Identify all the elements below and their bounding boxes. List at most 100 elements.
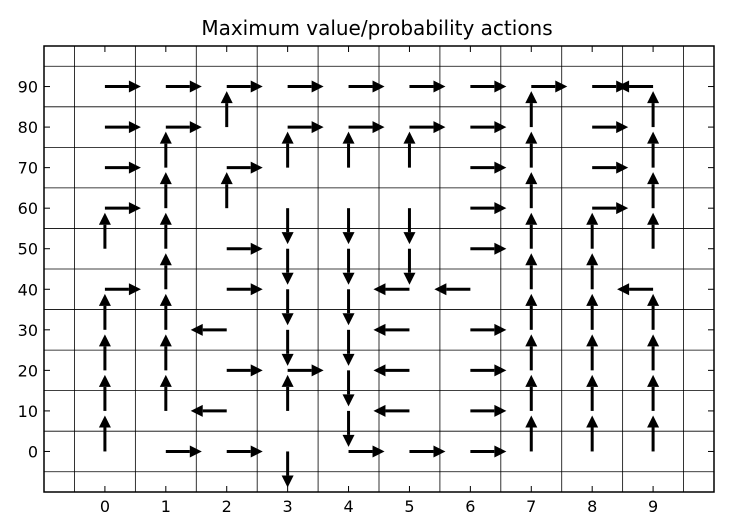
- arrow-down: [342, 329, 355, 366]
- arrow-up: [647, 293, 660, 330]
- arrow-head: [525, 91, 538, 104]
- y-tick-label: 30: [18, 321, 38, 340]
- arrow-head: [128, 202, 141, 215]
- arrow-head: [525, 293, 538, 306]
- arrow-head: [617, 80, 630, 93]
- arrow-up: [98, 293, 111, 330]
- arrow-up: [159, 374, 172, 411]
- arrow-right: [592, 202, 629, 215]
- arrow-down: [403, 248, 416, 285]
- y-tick-label: 90: [18, 78, 38, 97]
- arrow-right: [287, 80, 324, 93]
- arrow-head: [189, 80, 202, 93]
- grid-lines: [44, 46, 714, 492]
- arrow-head: [403, 232, 416, 245]
- arrow-head: [647, 334, 660, 347]
- arrow-up: [647, 374, 660, 411]
- y-tick-label: 40: [18, 280, 38, 299]
- arrow-up: [159, 131, 172, 168]
- arrow-right: [165, 445, 202, 458]
- arrow-head: [159, 334, 172, 347]
- x-tick-label: 6: [465, 497, 475, 516]
- arrow-head: [190, 323, 203, 336]
- arrow-right: [470, 364, 507, 377]
- x-tick-label: 3: [283, 497, 293, 516]
- arrow-right: [409, 445, 446, 458]
- arrow-head: [525, 374, 538, 387]
- arrow-right: [226, 80, 263, 93]
- arrow-up: [586, 415, 599, 452]
- arrow-field: [98, 80, 660, 488]
- arrow-right: [287, 121, 324, 134]
- arrow-right: [470, 323, 507, 336]
- arrow-right: [348, 80, 385, 93]
- arrow-head: [494, 445, 507, 458]
- arrow-up: [98, 334, 111, 371]
- arrow-up: [525, 212, 538, 249]
- x-axis-ticks: 0 1 2 3 4 5 6 7 8 9: [100, 46, 658, 516]
- x-tick-label: 8: [587, 497, 597, 516]
- arrow-head: [494, 404, 507, 417]
- arrow-right: [470, 404, 507, 417]
- arrow-head: [586, 374, 599, 387]
- x-tick-label: 9: [648, 497, 658, 516]
- arrow-head: [98, 334, 111, 347]
- arrow-head: [647, 374, 660, 387]
- arrow-right: [226, 445, 263, 458]
- arrow-up: [525, 334, 538, 371]
- arrow-head: [281, 272, 294, 285]
- arrow-left: [434, 283, 471, 296]
- arrow-head: [220, 172, 233, 185]
- chart-title: Maximum value/probability actions: [201, 16, 552, 40]
- arrow-head: [647, 91, 660, 104]
- arrow-head: [373, 364, 386, 377]
- arrow-head: [373, 283, 386, 296]
- arrow-up: [525, 131, 538, 168]
- arrow-right: [470, 161, 507, 174]
- arrow-head: [403, 272, 416, 285]
- arrow-head: [159, 374, 172, 387]
- arrow-head: [250, 364, 263, 377]
- arrow-down: [281, 329, 294, 366]
- arrow-right: [470, 80, 507, 93]
- y-tick-label: 50: [18, 240, 38, 259]
- arrow-head: [128, 283, 141, 296]
- arrow-head: [494, 242, 507, 255]
- arrow-head: [647, 293, 660, 306]
- arrow-head: [98, 212, 111, 225]
- arrow-right: [470, 445, 507, 458]
- arrow-head: [281, 131, 294, 144]
- arrow-up: [525, 293, 538, 330]
- arrow-head: [342, 353, 355, 366]
- arrow-right: [226, 161, 263, 174]
- arrow-down: [342, 208, 355, 245]
- arrow-head: [433, 80, 446, 93]
- x-tick-label: 4: [343, 497, 353, 516]
- arrow-head: [281, 232, 294, 245]
- arrow-head: [281, 475, 294, 488]
- arrow-up: [586, 374, 599, 411]
- arrow-left: [373, 404, 410, 417]
- arrow-right: [409, 80, 446, 93]
- arrow-head: [586, 415, 599, 428]
- arrow-head: [525, 334, 538, 347]
- arrow-head: [494, 161, 507, 174]
- arrow-down: [342, 410, 355, 447]
- arrow-head: [98, 374, 111, 387]
- arrow-right: [104, 202, 141, 215]
- arrow-head: [494, 364, 507, 377]
- arrow-up: [220, 91, 233, 128]
- arrow-head: [128, 161, 141, 174]
- arrow-right: [104, 283, 141, 296]
- arrow-left: [190, 323, 227, 336]
- y-tick-label: 10: [18, 402, 38, 421]
- arrow-up: [159, 172, 172, 209]
- arrow-left: [373, 323, 410, 336]
- arrow-down: [281, 451, 294, 488]
- arrow-head: [372, 121, 385, 134]
- x-tick-label: 5: [404, 497, 414, 516]
- arrow-head: [342, 313, 355, 326]
- arrow-head: [525, 415, 538, 428]
- arrow-head: [311, 364, 324, 377]
